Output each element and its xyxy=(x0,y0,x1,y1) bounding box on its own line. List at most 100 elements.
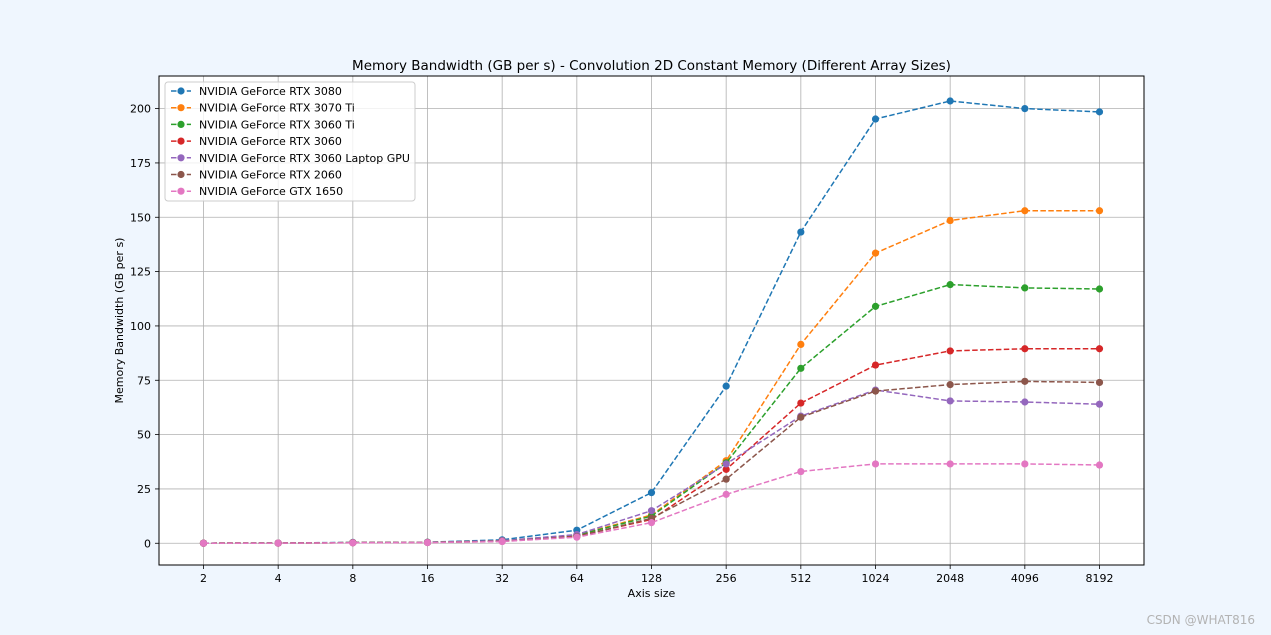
chart-title: Memory Bandwidth (GB per s) - Convolutio… xyxy=(352,58,951,74)
x-tick-label: 16 xyxy=(421,572,435,585)
legend-item: NVIDIA GeForce RTX 3060 xyxy=(171,135,342,148)
data-point xyxy=(647,519,656,527)
legend-marker xyxy=(177,187,185,195)
legend-marker xyxy=(177,104,185,112)
data-point xyxy=(797,413,805,421)
data-point xyxy=(722,465,730,473)
legend-marker xyxy=(177,137,185,145)
data-point xyxy=(349,539,357,547)
data-point xyxy=(946,397,954,405)
legend-item: NVIDIA GeForce RTX 3060 Ti xyxy=(171,118,355,131)
data-point xyxy=(871,387,880,395)
y-tick-label: 50 xyxy=(137,429,151,442)
y-tick-label: 100 xyxy=(130,320,151,333)
y-axis-label: Memory Bandwidth (GB per s) xyxy=(113,238,126,404)
legend-item: NVIDIA GeForce RTX 3060 Laptop GPU xyxy=(171,152,410,165)
series-layer xyxy=(199,97,1104,547)
x-tick-label: 8192 xyxy=(1086,572,1114,585)
data-point xyxy=(1095,345,1104,353)
watermark: CSDN @WHAT816 xyxy=(1146,613,1255,627)
x-tick-label: 32 xyxy=(495,572,509,585)
data-point xyxy=(797,340,805,349)
data-point xyxy=(1095,285,1104,293)
data-point xyxy=(1021,105,1029,113)
legend-label: NVIDIA GeForce RTX 2060 xyxy=(199,169,342,182)
legend-item: NVIDIA GeForce GTX 1650 xyxy=(171,185,343,198)
y-tick-label: 0 xyxy=(144,537,151,550)
data-point xyxy=(498,537,506,546)
x-tick-label: 512 xyxy=(790,572,811,585)
data-point xyxy=(1021,345,1029,353)
data-point xyxy=(946,216,954,225)
data-point xyxy=(871,249,880,257)
legend-label: NVIDIA GeForce RTX 3080 xyxy=(199,85,342,98)
plot-frame xyxy=(158,75,1145,566)
legend-item: NVIDIA GeForce RTX 3070 Ti xyxy=(171,102,355,115)
y-tick-label: 75 xyxy=(137,374,151,387)
data-point xyxy=(199,539,208,547)
legend-label: NVIDIA GeForce RTX 3060 Ti xyxy=(199,118,355,131)
legend-box xyxy=(164,81,416,202)
x-tick-label: 4 xyxy=(275,572,282,585)
data-point xyxy=(647,489,656,497)
data-point xyxy=(871,115,880,123)
data-point xyxy=(722,382,730,390)
data-point xyxy=(946,97,954,105)
data-point xyxy=(1095,207,1104,215)
legend-marker xyxy=(177,120,185,128)
legend-marker xyxy=(177,87,185,95)
data-point xyxy=(722,460,730,468)
legend-label: NVIDIA GeForce GTX 1650 xyxy=(199,185,343,198)
data-point xyxy=(1095,108,1104,116)
y-tick-label: 125 xyxy=(130,266,151,279)
x-tick-label: 256 xyxy=(716,572,737,585)
data-point xyxy=(1095,400,1104,408)
data-point xyxy=(423,539,432,547)
data-point xyxy=(797,467,805,476)
y-tick-label: 175 xyxy=(130,157,151,170)
x-axis-label: Axis size xyxy=(628,587,676,600)
data-point xyxy=(722,490,730,498)
legend-label: NVIDIA GeForce RTX 3060 Laptop GPU xyxy=(199,152,410,165)
data-point xyxy=(871,361,880,369)
data-point xyxy=(946,381,954,389)
legend-marker xyxy=(177,154,185,162)
axes: 2 4 8 16 32 64 128 256 512 1024 2048 4096 8192 0 25 50 7… xyxy=(130,103,1114,585)
data-point xyxy=(797,228,805,236)
legend-label: NVIDIA GeForce RTX 3060 xyxy=(199,135,342,148)
data-point xyxy=(946,347,954,355)
data-point xyxy=(1021,377,1029,385)
data-point xyxy=(1095,461,1104,469)
legend: NVIDIA GeForce RTX 3080 NVIDIA GeForce RT… xyxy=(164,81,416,202)
x-tick-label: 2 xyxy=(200,572,207,585)
y-tick-label: 25 xyxy=(137,483,151,496)
data-point xyxy=(1095,378,1104,387)
data-point xyxy=(1021,460,1029,468)
legend-item: NVIDIA GeForce RTX 2060 xyxy=(171,169,342,182)
data-point xyxy=(797,364,805,372)
data-point xyxy=(1021,398,1029,406)
data-point xyxy=(274,539,282,547)
data-point xyxy=(647,507,656,515)
data-point xyxy=(722,475,730,483)
x-tick-label: 64 xyxy=(570,572,584,585)
x-tick-label: 4096 xyxy=(1011,572,1039,585)
data-point xyxy=(1021,284,1029,292)
data-point xyxy=(946,281,954,289)
x-tick-label: 1024 xyxy=(862,572,890,585)
data-point xyxy=(573,533,581,541)
series xyxy=(199,460,1104,547)
data-point xyxy=(871,460,880,468)
data-point xyxy=(946,460,954,468)
y-tick-label: 200 xyxy=(130,103,151,116)
x-tick-label: 128 xyxy=(641,572,662,585)
legend-item: NVIDIA GeForce RTX 3080 xyxy=(171,85,342,98)
legend-label: NVIDIA GeForce RTX 3070 Ti xyxy=(199,102,355,115)
x-tick-label: 8 xyxy=(349,572,356,585)
legend-marker xyxy=(177,170,185,179)
data-point xyxy=(797,399,805,407)
x-tick-label: 2048 xyxy=(936,572,964,585)
y-tick-label: 150 xyxy=(130,211,151,224)
data-point xyxy=(1021,207,1029,215)
